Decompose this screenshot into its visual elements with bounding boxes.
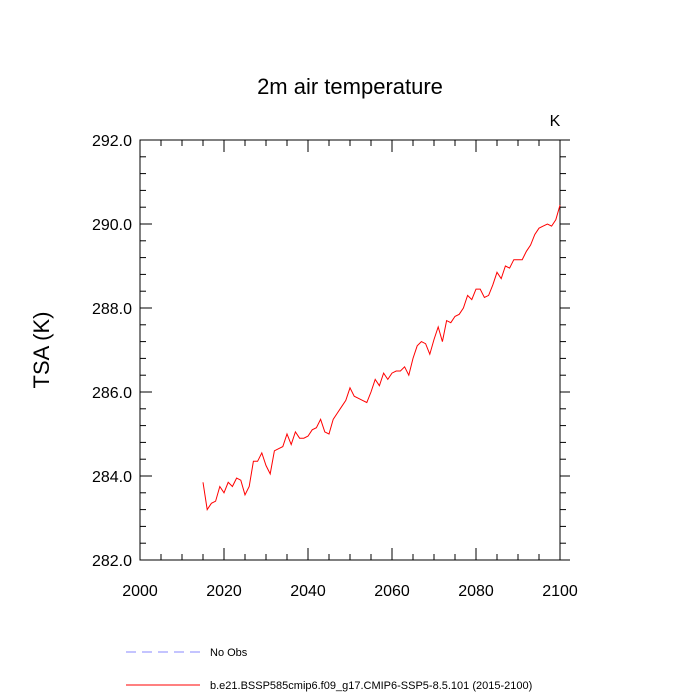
y-tick-label: 286.0 [92,385,132,402]
legend-label-no-obs: No Obs [210,647,248,659]
y-axis: 282.0 284.0 286.0 288.0 290.0 292.0 [92,133,570,570]
y-tick-label: 282.0 [92,553,132,570]
y-tick-label: 284.0 [92,469,132,486]
x-tick-label: 2020 [206,583,242,600]
y-tick-label: 292.0 [92,133,132,150]
y-axis-label: TSA (K) [29,311,54,388]
x-tick-label: 2060 [374,583,410,600]
x-tick-label: 2000 [122,583,158,600]
y-tick-label: 290.0 [92,217,132,234]
x-tick-label: 2040 [290,583,326,600]
series-line-ssp585 [202,204,561,511]
x-axis: 2000 2020 2040 2060 2080 2100 [122,140,578,600]
y-tick-label: 288.0 [92,301,132,318]
units-label: K [550,113,561,130]
plot-frame [139,139,561,561]
chart-title: 2m air temperature [257,74,443,99]
x-tick-label: 2080 [458,583,494,600]
legend: No Obs b.e21.BSSP585cmip6.f09_g17.CMIP6-… [126,647,532,692]
x-tick-label: 2100 [542,583,578,600]
legend-label-ssp585: b.e21.BSSP585cmip6.f09_g17.CMIP6-SSP5-8.… [210,680,532,692]
